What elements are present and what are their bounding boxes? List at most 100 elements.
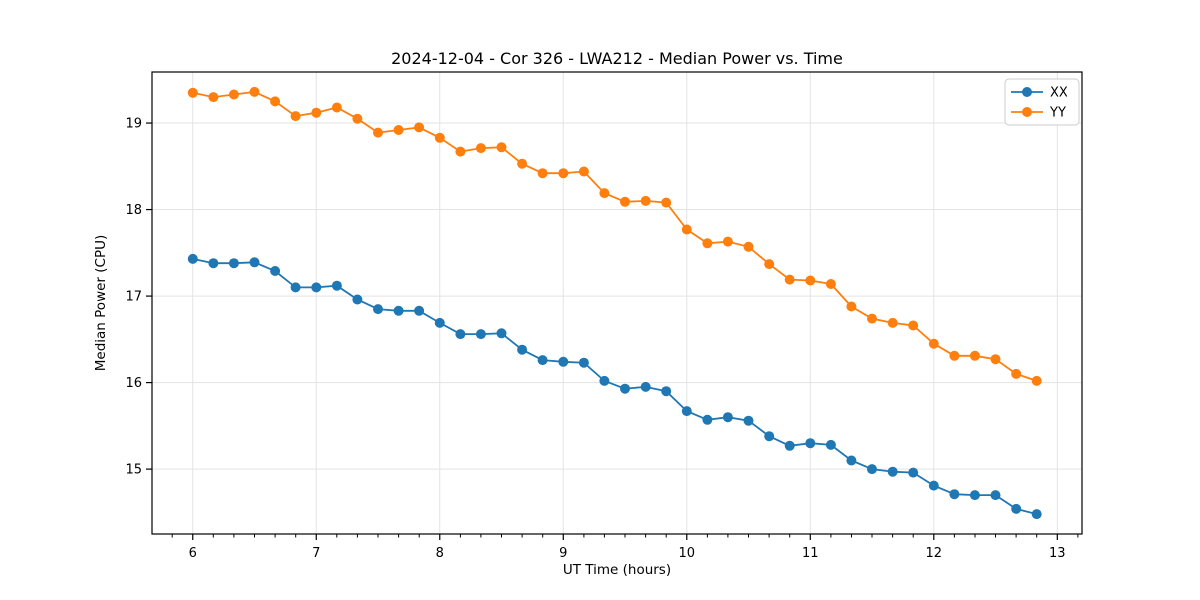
legend: XX YY	[1004, 78, 1080, 126]
x-tick-label: 9	[559, 546, 567, 561]
series-YY-marker	[331, 102, 342, 113]
series-XX	[187, 253, 1042, 520]
series-XX-marker	[722, 412, 733, 423]
series-XX-marker	[1011, 503, 1022, 514]
series-XX-marker	[784, 440, 795, 451]
series-XX-marker	[599, 375, 610, 386]
y-tick-label: 15	[125, 463, 142, 478]
series-XX-marker	[270, 266, 281, 276]
series-YY-marker	[208, 92, 219, 103]
y-tick-label: 18	[125, 203, 142, 218]
series-YY-marker	[393, 125, 404, 135]
series-XX-marker	[537, 355, 548, 366]
series-YY-marker	[599, 188, 610, 199]
series-XX-marker	[764, 431, 775, 442]
series-XX-marker	[475, 329, 486, 340]
series-YY-marker	[928, 338, 939, 349]
x-tick-label: 13	[1049, 546, 1066, 561]
series-YY-marker	[187, 87, 198, 98]
series-YY-marker	[702, 238, 713, 249]
series-YY-marker	[908, 320, 919, 331]
legend-label-YY: YY	[1049, 106, 1066, 121]
series-XX-marker	[393, 305, 404, 316]
series-YY-marker	[722, 236, 733, 247]
series-XX-marker	[661, 386, 672, 397]
chart-title: 2024-12-04 - Cor 326 - LWA212 - Median P…	[391, 49, 843, 68]
series-XX-marker	[373, 304, 383, 315]
legend-marker-sample	[1022, 107, 1032, 117]
x-axis: 6 7 8 9 10 11 12 13	[171, 534, 1079, 561]
y-tick-label: 19	[125, 117, 142, 132]
series-YY-marker	[620, 196, 630, 207]
series-YY-marker	[764, 259, 775, 270]
plot-layers: 6 7 8 9 10 11 12 13 15 16 17 18 19 XX YY	[125, 71, 1083, 561]
plot-border	[151, 71, 1083, 535]
y-axis: 15 16 17 18 19	[125, 117, 152, 478]
series-YY-marker	[558, 168, 569, 179]
series-XX-marker	[867, 464, 877, 475]
series-YY-marker	[846, 301, 857, 312]
series-YY-marker	[517, 158, 528, 169]
series-YY-marker	[434, 132, 445, 143]
series-XX-marker	[620, 383, 630, 394]
series-YY-marker	[681, 224, 692, 235]
series-YY-marker	[1011, 368, 1022, 379]
series-XX-marker	[187, 253, 198, 264]
series-XX-marker	[352, 294, 363, 305]
series-XX-marker	[517, 344, 528, 355]
series-YY-marker	[290, 111, 301, 122]
series-YY-marker	[311, 107, 322, 118]
x-tick-label: 8	[436, 546, 444, 561]
series-XX-marker	[331, 280, 342, 291]
series-XX-marker	[558, 356, 569, 367]
series-XX-marker	[805, 438, 816, 449]
series-YY-marker	[352, 113, 363, 124]
x-tick-label: 11	[802, 546, 819, 561]
series-XX-marker	[1031, 509, 1042, 520]
y-axis-label: Median Power (CPU)	[93, 235, 109, 371]
series-XX-marker	[249, 257, 260, 268]
y-tick-label: 16	[125, 376, 142, 391]
series-XX-marker	[702, 414, 713, 425]
series-XX-marker	[496, 328, 507, 339]
series-YY-marker	[640, 195, 651, 206]
series-YY-marker	[455, 146, 466, 157]
series-YY-marker	[990, 354, 1001, 365]
series-XX-marker	[825, 439, 836, 450]
series-YY-marker	[414, 122, 425, 133]
series-XX-marker	[928, 480, 939, 491]
series-YY-marker	[784, 274, 795, 285]
series-YY-marker	[867, 313, 877, 324]
series-YY-marker	[249, 86, 260, 97]
series-XX-marker	[887, 466, 898, 477]
series-XX-marker	[640, 381, 651, 392]
series-YY-marker	[949, 350, 960, 361]
series-XX-marker	[290, 282, 301, 293]
series-YY-marker	[496, 142, 507, 153]
series-YY-marker	[1031, 375, 1042, 386]
series-YY-marker	[661, 197, 672, 208]
series-YY-marker	[228, 89, 239, 100]
series-YY-marker	[887, 317, 898, 328]
series-XX-marker	[578, 357, 589, 368]
series-YY-marker	[743, 241, 754, 252]
series-XX-marker	[908, 467, 919, 478]
grid	[152, 72, 1082, 534]
series-XX-marker	[434, 317, 445, 328]
y-tick-label: 17	[125, 290, 142, 305]
series-XX-marker	[990, 490, 1001, 501]
series-XX-marker	[969, 490, 980, 501]
series-XX-marker	[846, 455, 857, 466]
series-YY-marker	[475, 143, 486, 154]
series-XX-marker	[455, 329, 466, 340]
x-tick-label: 7	[312, 546, 320, 561]
series-XX-marker	[311, 282, 322, 293]
x-tick-label: 12	[926, 546, 943, 561]
series-YY-marker	[537, 168, 548, 179]
series-XX-marker	[414, 305, 425, 316]
series-YY-marker	[805, 275, 816, 286]
legend-marker-sample	[1022, 87, 1032, 97]
series-XX-marker	[681, 406, 692, 417]
